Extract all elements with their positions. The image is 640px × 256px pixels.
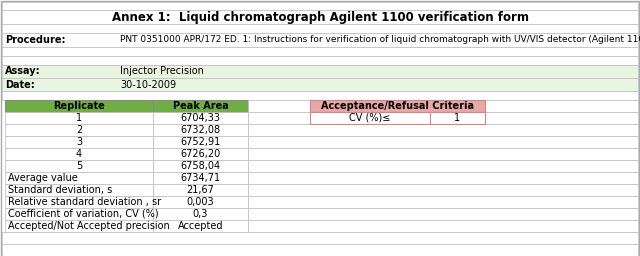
- Bar: [153, 196, 248, 208]
- Bar: [2, 65, 638, 78]
- Text: Injector Precision: Injector Precision: [120, 67, 204, 77]
- Bar: [2, 2, 638, 10]
- Bar: [248, 172, 638, 184]
- Bar: [153, 112, 248, 124]
- Bar: [5, 136, 153, 148]
- Text: 4: 4: [76, 149, 82, 159]
- Bar: [310, 112, 430, 124]
- Text: 6732,08: 6732,08: [180, 125, 221, 135]
- Text: 30-10-2009: 30-10-2009: [120, 80, 176, 90]
- Text: Accepted/Not Accepted precision: Accepted/Not Accepted precision: [8, 221, 170, 231]
- Bar: [153, 100, 248, 112]
- Bar: [5, 172, 153, 184]
- Text: 1: 1: [76, 113, 82, 123]
- Text: Standard deviation, s: Standard deviation, s: [8, 185, 112, 195]
- Bar: [5, 220, 153, 232]
- Bar: [248, 148, 638, 160]
- Bar: [5, 148, 153, 160]
- Bar: [430, 112, 485, 124]
- Text: Date:: Date:: [5, 80, 35, 90]
- Text: Annex 1:  Liquid chromatograph Agilent 1100 verification form: Annex 1: Liquid chromatograph Agilent 11…: [113, 10, 529, 24]
- Bar: [5, 100, 153, 112]
- Text: Assay:: Assay:: [5, 67, 40, 77]
- Text: 6704,33: 6704,33: [180, 113, 221, 123]
- Bar: [248, 100, 638, 112]
- Bar: [248, 196, 638, 208]
- Bar: [248, 220, 638, 232]
- Bar: [5, 196, 153, 208]
- Bar: [2, 47, 638, 56]
- Bar: [2, 232, 638, 244]
- Text: 6726,20: 6726,20: [180, 149, 221, 159]
- Text: Accepted: Accepted: [178, 221, 223, 231]
- Bar: [2, 244, 638, 256]
- Text: Acceptance/Refusal Criteria: Acceptance/Refusal Criteria: [321, 101, 474, 111]
- Bar: [248, 136, 638, 148]
- Text: 1: 1: [454, 113, 461, 123]
- Bar: [248, 160, 638, 172]
- Bar: [5, 160, 153, 172]
- Bar: [153, 184, 248, 196]
- Text: 5: 5: [76, 161, 82, 171]
- Text: 6752,91: 6752,91: [180, 137, 221, 147]
- Text: Peak Area: Peak Area: [173, 101, 228, 111]
- Text: Procedure:: Procedure:: [5, 35, 65, 45]
- Bar: [2, 24, 638, 33]
- Bar: [248, 184, 638, 196]
- Text: 21,67: 21,67: [187, 185, 214, 195]
- Bar: [2, 91, 638, 100]
- Bar: [153, 208, 248, 220]
- Bar: [153, 160, 248, 172]
- Text: Replicate: Replicate: [53, 101, 105, 111]
- Bar: [5, 184, 153, 196]
- Bar: [153, 220, 248, 232]
- Text: CV (%)≤: CV (%)≤: [349, 113, 390, 123]
- Text: Coefficient of variation, CV (%): Coefficient of variation, CV (%): [8, 209, 159, 219]
- Bar: [2, 10, 638, 24]
- Text: 6758,04: 6758,04: [180, 161, 221, 171]
- Bar: [248, 112, 638, 124]
- Bar: [153, 172, 248, 184]
- Bar: [248, 124, 638, 136]
- Text: 0,003: 0,003: [187, 197, 214, 207]
- Text: 2: 2: [76, 125, 82, 135]
- Bar: [5, 208, 153, 220]
- Bar: [2, 56, 638, 65]
- Bar: [5, 124, 153, 136]
- Bar: [2, 33, 638, 47]
- Text: 0,3: 0,3: [193, 209, 208, 219]
- Text: 3: 3: [76, 137, 82, 147]
- Text: 6734,71: 6734,71: [180, 173, 221, 183]
- Text: Relative standard deviation , sr: Relative standard deviation , sr: [8, 197, 161, 207]
- Bar: [153, 124, 248, 136]
- Bar: [310, 100, 485, 112]
- Text: Average value: Average value: [8, 173, 77, 183]
- Bar: [2, 78, 638, 91]
- Bar: [153, 148, 248, 160]
- Bar: [248, 208, 638, 220]
- Bar: [5, 112, 153, 124]
- Bar: [153, 136, 248, 148]
- Text: PNT 0351000 APR/172 ED. 1: Instructions for verification of liquid chromatograph: PNT 0351000 APR/172 ED. 1: Instructions …: [120, 36, 640, 45]
